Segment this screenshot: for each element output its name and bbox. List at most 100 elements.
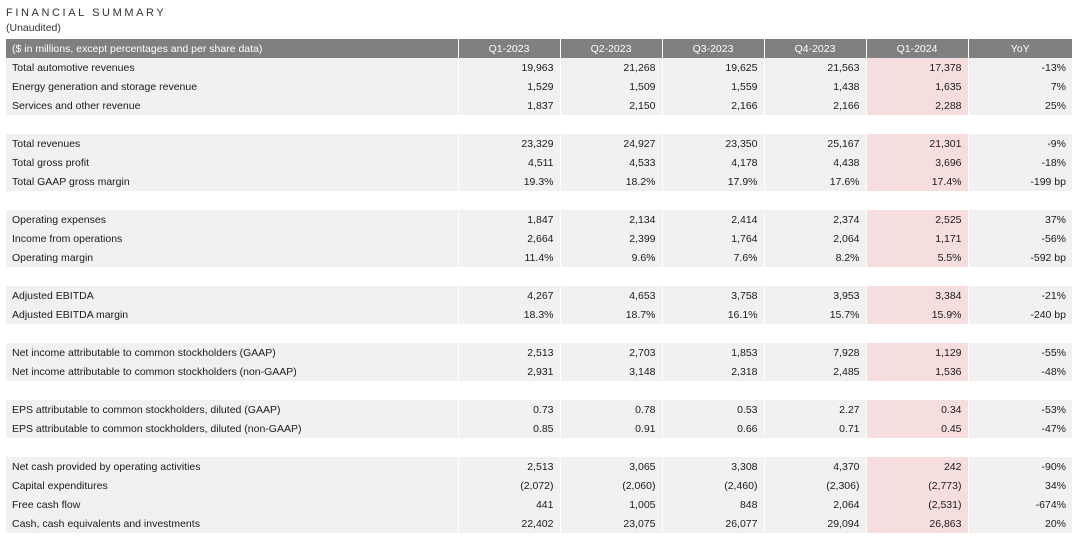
table-row: Net income attributable to common stockh… bbox=[6, 343, 1072, 362]
yoy-cell: -9% bbox=[968, 134, 1072, 153]
row-label: Income from operations bbox=[6, 229, 459, 248]
value-cell: 1,509 bbox=[560, 77, 663, 96]
value-cell: 15.7% bbox=[764, 305, 867, 324]
yoy-cell: 37% bbox=[968, 210, 1072, 229]
spacer-row bbox=[6, 191, 1072, 210]
value-cell: 2.27 bbox=[764, 400, 867, 419]
highlighted-value-cell: 21,301 bbox=[866, 134, 969, 153]
value-cell: 1,559 bbox=[662, 77, 765, 96]
table-row: Services and other revenue 1,837 2,150 2,16… bbox=[6, 96, 1072, 115]
highlighted-value-cell: 1,635 bbox=[866, 77, 969, 96]
highlighted-value-cell: 15.9% bbox=[866, 305, 969, 324]
value-cell: (2,306) bbox=[764, 476, 867, 495]
value-cell: 4,267 bbox=[458, 286, 561, 305]
yoy-cell: -48% bbox=[968, 362, 1072, 381]
yoy-cell: -55% bbox=[968, 343, 1072, 362]
spacer-cell bbox=[6, 438, 1072, 457]
row-label: Adjusted EBITDA margin bbox=[6, 305, 459, 324]
value-cell: 0.53 bbox=[662, 400, 765, 419]
value-cell: 26,077 bbox=[662, 514, 765, 533]
value-cell: 3,953 bbox=[764, 286, 867, 305]
row-label: Free cash flow bbox=[6, 495, 459, 514]
value-cell: 2,374 bbox=[764, 210, 867, 229]
value-cell: 29,094 bbox=[764, 514, 867, 533]
financial-summary-table: ($ in millions, except percentages and p… bbox=[6, 39, 1072, 533]
column-header: YoY bbox=[968, 39, 1072, 58]
spacer-row bbox=[6, 381, 1072, 400]
table-row: Total automotive revenues 19,963 21,268 19,… bbox=[6, 58, 1072, 77]
value-cell: 4,370 bbox=[764, 457, 867, 476]
spacer-cell bbox=[6, 191, 1072, 210]
value-cell: 3,758 bbox=[662, 286, 765, 305]
yoy-cell: -674% bbox=[968, 495, 1072, 514]
value-cell: 25,167 bbox=[764, 134, 867, 153]
value-cell: 23,075 bbox=[560, 514, 663, 533]
value-cell: 2,064 bbox=[764, 229, 867, 248]
value-cell: 7,928 bbox=[764, 343, 867, 362]
value-cell: 4,653 bbox=[560, 286, 663, 305]
value-cell: 3,148 bbox=[560, 362, 663, 381]
highlighted-value-cell: 2,525 bbox=[866, 210, 969, 229]
highlighted-value-cell: (2,773) bbox=[866, 476, 969, 495]
spacer-cell bbox=[6, 267, 1072, 286]
spacer-cell bbox=[6, 324, 1072, 343]
row-label: Total gross profit bbox=[6, 153, 459, 172]
yoy-cell: -56% bbox=[968, 229, 1072, 248]
value-cell: 18.3% bbox=[458, 305, 561, 324]
row-label: Total GAAP gross margin bbox=[6, 172, 459, 191]
value-cell: 4,438 bbox=[764, 153, 867, 172]
column-header: Q3-2023 bbox=[662, 39, 765, 58]
value-cell: 17.9% bbox=[662, 172, 765, 191]
value-cell: 1,438 bbox=[764, 77, 867, 96]
value-cell: 2,513 bbox=[458, 343, 561, 362]
yoy-cell: -240 bp bbox=[968, 305, 1072, 324]
header-row: ($ in millions, except percentages and p… bbox=[6, 39, 1072, 58]
highlighted-value-cell: 26,863 bbox=[866, 514, 969, 533]
value-cell: 21,563 bbox=[764, 58, 867, 77]
highlighted-value-cell: (2,531) bbox=[866, 495, 969, 514]
row-label: Cash, cash equivalents and investments bbox=[6, 514, 459, 533]
value-cell: 18.7% bbox=[560, 305, 663, 324]
table-row: Total revenues 23,329 24,927 23,350 25,167 21… bbox=[6, 134, 1072, 153]
value-cell: 2,664 bbox=[458, 229, 561, 248]
value-cell: 19,963 bbox=[458, 58, 561, 77]
highlighted-value-cell: 1,171 bbox=[866, 229, 969, 248]
yoy-cell: -21% bbox=[968, 286, 1072, 305]
highlighted-value-cell: 3,696 bbox=[866, 153, 969, 172]
value-cell: 0.91 bbox=[560, 419, 663, 438]
value-cell: 1,764 bbox=[662, 229, 765, 248]
table-row: EPS attributable to common stockholders,… bbox=[6, 419, 1072, 438]
table-body: Total automotive revenues 19,963 21,268 19,… bbox=[6, 58, 1072, 533]
value-cell: 21,268 bbox=[560, 58, 663, 77]
value-cell: 1,005 bbox=[560, 495, 663, 514]
value-cell: 19.3% bbox=[458, 172, 561, 191]
column-header: Q1-2024 bbox=[866, 39, 969, 58]
row-label: Net cash provided by operating activitie… bbox=[6, 457, 459, 476]
value-cell: 2,931 bbox=[458, 362, 561, 381]
value-cell: 18.2% bbox=[560, 172, 663, 191]
row-label: Net income attributable to common stockh… bbox=[6, 362, 459, 381]
column-header: Q2-2023 bbox=[560, 39, 663, 58]
table-row: Cash, cash equivalents and investments 22… bbox=[6, 514, 1072, 533]
value-cell: 23,329 bbox=[458, 134, 561, 153]
table-row: Adjusted EBITDA 4,267 4,653 3,758 3,953 3,384… bbox=[6, 286, 1072, 305]
value-cell: 2,166 bbox=[662, 96, 765, 115]
value-cell: 2,485 bbox=[764, 362, 867, 381]
table-row: Operating margin 11.4% 9.6% 7.6% 8.2% 5.5% -59… bbox=[6, 248, 1072, 267]
value-cell: 2,150 bbox=[560, 96, 663, 115]
yoy-cell: -592 bp bbox=[968, 248, 1072, 267]
value-cell: 441 bbox=[458, 495, 561, 514]
highlighted-value-cell: 5.5% bbox=[866, 248, 969, 267]
value-cell: 3,065 bbox=[560, 457, 663, 476]
value-cell: 0.85 bbox=[458, 419, 561, 438]
row-label: Operating expenses bbox=[6, 210, 459, 229]
column-header-description: ($ in millions, except percentages and p… bbox=[6, 39, 459, 58]
value-cell: (2,460) bbox=[662, 476, 765, 495]
table-row: Total gross profit 4,511 4,533 4,178 4,438 3,… bbox=[6, 153, 1072, 172]
table-row: Total GAAP gross margin 19.3% 18.2% 17.9% 17… bbox=[6, 172, 1072, 191]
table-row: Income from operations 2,664 2,399 1,764 2,0… bbox=[6, 229, 1072, 248]
highlighted-value-cell: 17,378 bbox=[866, 58, 969, 77]
value-cell: 848 bbox=[662, 495, 765, 514]
spacer-cell bbox=[6, 381, 1072, 400]
value-cell: 17.6% bbox=[764, 172, 867, 191]
